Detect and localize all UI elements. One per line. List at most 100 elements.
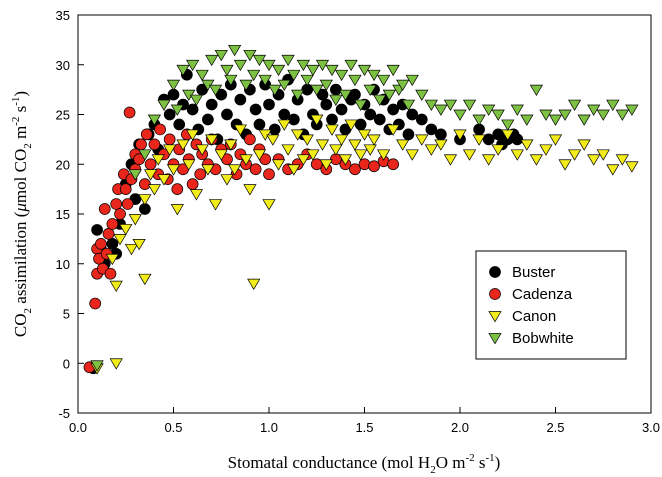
point-bobwhite	[344, 59, 358, 72]
point-bobwhite	[90, 360, 104, 372]
point-canon	[205, 134, 219, 146]
x-tick-label: 2.0	[451, 420, 469, 435]
point-bobwhite	[157, 99, 171, 111]
point-buster	[163, 108, 176, 121]
x-tick-label: 0.0	[69, 420, 87, 435]
legend-label-cadenza: Cadenza	[512, 286, 573, 303]
point-buster	[415, 113, 428, 126]
point-cadenza	[154, 123, 166, 136]
point-bobwhite	[567, 99, 582, 111]
point-bobwhite	[606, 99, 620, 111]
point-canon	[185, 129, 200, 141]
point-bobwhite	[233, 59, 247, 72]
point-bobwhite	[529, 84, 544, 97]
point-bobwhite	[472, 114, 486, 126]
point-canon	[271, 159, 286, 171]
point-canon	[277, 119, 291, 131]
point-canon	[363, 144, 377, 156]
point-bobwhite	[482, 104, 496, 116]
point-bobwhite	[228, 44, 242, 57]
point-cadenza	[102, 228, 115, 240]
point-bobwhite	[491, 109, 505, 121]
legend-marker-buster	[489, 266, 501, 278]
point-canon	[577, 139, 591, 151]
point-bobwhite	[247, 69, 261, 82]
point-bobwhite	[415, 89, 429, 101]
point-bobwhite	[453, 109, 467, 121]
point-canon	[163, 144, 177, 156]
point-canon	[291, 129, 305, 141]
point-buster	[387, 103, 399, 116]
point-canon	[510, 149, 524, 161]
x-tick-label: 0.5	[164, 420, 182, 435]
point-bobwhite	[310, 84, 324, 97]
point-canon	[128, 214, 142, 226]
point-bobwhite	[296, 59, 310, 72]
point-canon	[124, 243, 139, 256]
point-canon	[233, 124, 247, 136]
y-tick-label: 10	[56, 257, 70, 272]
point-cadenza	[144, 158, 157, 171]
point-canon	[348, 139, 362, 151]
point-bobwhite	[315, 59, 330, 72]
point-bobwhite	[329, 94, 343, 106]
point-canon	[220, 174, 234, 186]
point-canon	[296, 154, 310, 166]
point-cadenza	[98, 203, 111, 215]
point-cadenza	[263, 168, 275, 181]
legend-label-canon: Canon	[512, 308, 556, 325]
point-buster	[205, 98, 218, 111]
point-buster	[268, 123, 281, 136]
point-canon	[415, 134, 429, 146]
point-cadenza	[163, 133, 176, 146]
point-canon	[587, 154, 601, 166]
point-canon	[228, 164, 242, 176]
point-cadenza	[249, 163, 262, 176]
point-cadenza	[123, 106, 136, 119]
point-buster	[335, 103, 348, 116]
point-canon	[424, 144, 438, 156]
point-bobwhite	[287, 69, 301, 82]
x-axis-title: Stomatal conductance (mol H2O m-2 s-1)	[228, 452, 501, 476]
point-canon	[548, 134, 563, 146]
point-buster	[106, 238, 119, 250]
point-canon	[306, 149, 320, 161]
y-tick-label: 20	[56, 157, 70, 172]
point-cadenza	[194, 168, 207, 181]
y-tick-label: 30	[56, 58, 70, 73]
y-tick-label: 15	[56, 207, 70, 222]
point-canon	[243, 184, 257, 196]
point-bobwhite	[220, 64, 234, 77]
point-cadenza	[135, 138, 147, 151]
point-bobwhite	[243, 49, 257, 62]
point-canon	[325, 124, 339, 136]
point-canon	[281, 144, 295, 156]
point-bobwhite	[224, 74, 238, 87]
point-canon	[109, 358, 123, 370]
point-canon	[239, 154, 253, 166]
point-canon	[266, 134, 280, 146]
point-canon	[443, 154, 458, 166]
point-buster	[263, 98, 275, 111]
point-cadenza	[139, 178, 151, 190]
point-buster	[287, 113, 300, 126]
point-buster	[249, 103, 262, 116]
point-bobwhite	[291, 89, 305, 101]
data-points	[83, 44, 639, 375]
point-buster	[326, 113, 338, 126]
point-canon	[224, 139, 238, 151]
point-bobwhite	[548, 114, 563, 126]
point-canon	[558, 159, 572, 171]
point-bobwhite	[615, 109, 629, 121]
legend-box	[475, 250, 627, 360]
y-tick-label: 35	[56, 8, 70, 23]
point-bobwhite	[252, 54, 267, 67]
point-bobwhite	[510, 104, 524, 116]
point-buster	[202, 113, 214, 126]
point-bobwhite	[214, 49, 228, 62]
point-canon	[143, 169, 158, 181]
x-tick-label: 1.0	[260, 420, 278, 435]
point-cadenza	[95, 238, 107, 250]
point-canon	[386, 124, 400, 136]
